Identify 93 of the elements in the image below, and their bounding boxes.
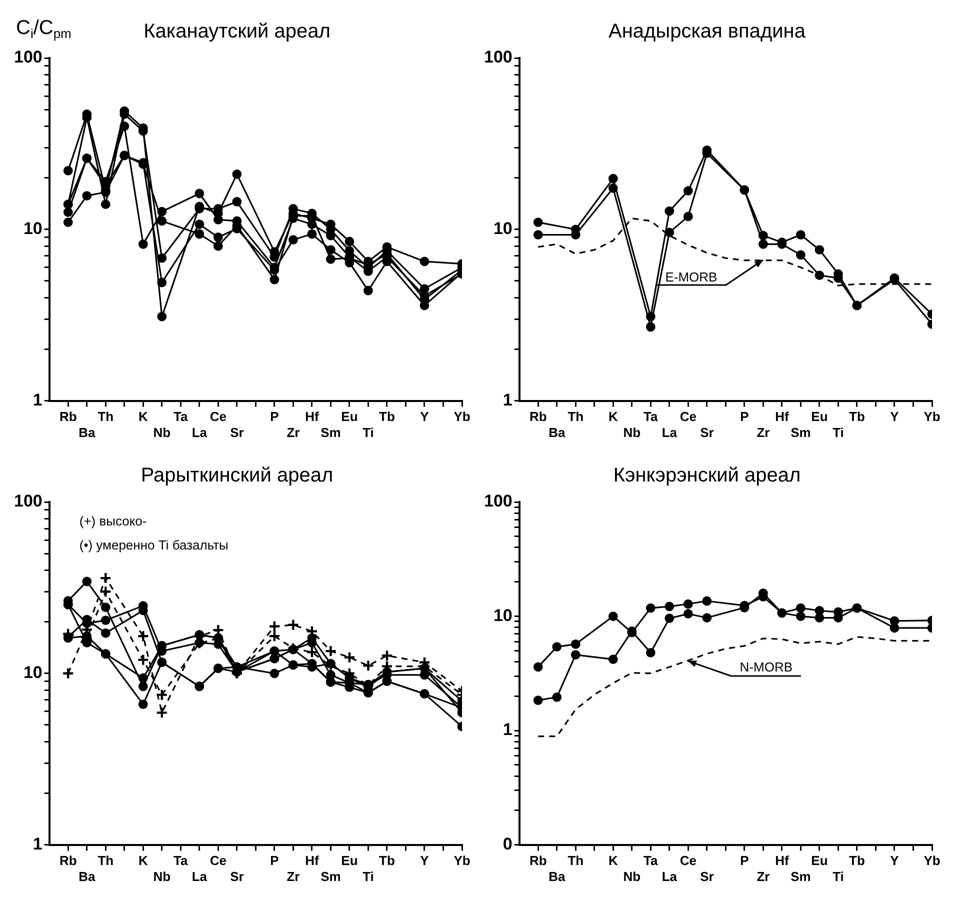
x-tick-label: Nb	[153, 868, 171, 884]
x-tick-label: Ba	[78, 868, 96, 884]
x-tick-label: Nb	[153, 424, 171, 440]
x-tick-label: Nb	[623, 424, 641, 440]
chart-title: Анадырская впадина	[608, 20, 806, 43]
x-tick-label: Zr	[286, 424, 300, 440]
x-tick-label: Ce	[210, 409, 226, 424]
x-tick-label: Y	[890, 409, 900, 424]
chart-title: Кэнкэрэнский ареал	[613, 464, 801, 487]
x-tick-label: Ti	[362, 424, 374, 440]
x-tick-label: Y	[890, 853, 900, 868]
x-tick-label: Tb	[379, 409, 395, 424]
y-tick-label: 1	[32, 390, 42, 410]
x-tick-label: Sr	[700, 868, 714, 884]
y-tick-label: 100	[484, 48, 512, 67]
y-tick-label: 10	[493, 219, 512, 238]
chart-title: Каканаутский ареал	[144, 20, 330, 43]
x-tick-label: Ta	[644, 409, 659, 424]
x-tick-label: Th	[568, 409, 584, 424]
x-tick-label: K	[608, 409, 618, 424]
y-tick-label: 0	[502, 834, 512, 854]
y-tick-label: 10	[23, 663, 42, 682]
x-tick-label: Yb	[454, 853, 470, 868]
x-tick-label: Ti	[832, 868, 844, 884]
x-tick-label: Th	[98, 853, 114, 868]
x-tick-label: Th	[98, 409, 114, 424]
x-tick-label: Eu	[811, 409, 828, 424]
y-tick-label: 1	[502, 720, 512, 740]
x-tick-label: Zr	[756, 424, 770, 440]
annotation: (•) умеренно Ti базальты	[79, 538, 228, 553]
x-tick-label: Zr	[756, 868, 770, 884]
y-tick-label: 100	[14, 48, 42, 67]
x-tick-label: Rb	[59, 853, 77, 868]
x-tick-label: Ce	[210, 853, 226, 868]
x-tick-label: Ti	[832, 424, 844, 440]
x-tick-label: La	[192, 424, 208, 440]
chart-title: Рарыткинский ареал	[140, 464, 334, 487]
x-tick-label: Hf	[305, 853, 320, 868]
x-tick-label: P	[270, 853, 280, 868]
x-tick-label: Sr	[230, 868, 244, 884]
x-tick-label: Tb	[849, 853, 865, 868]
x-tick-label: Ba	[78, 424, 96, 440]
x-tick-label: Rb	[529, 409, 547, 424]
x-tick-label: Ti	[362, 868, 374, 884]
annotation: E-MORB	[665, 269, 718, 284]
x-tick-label: Eu	[341, 853, 358, 868]
x-tick-label: Tb	[379, 853, 395, 868]
y-tick-label: 100	[14, 492, 42, 511]
x-tick-label: Sr	[230, 424, 244, 440]
x-tick-label: Ba	[548, 868, 566, 884]
x-tick-label: K	[608, 853, 618, 868]
x-tick-label: Hf	[775, 853, 790, 868]
x-tick-label: Ce	[680, 853, 696, 868]
x-tick-label: Th	[568, 853, 584, 868]
x-tick-label: La	[662, 868, 678, 884]
annotation: (+) высоко-	[79, 514, 147, 529]
x-tick-label: Sr	[700, 424, 714, 440]
x-tick-label: Sm	[320, 868, 341, 884]
x-tick-label: Ba	[548, 424, 566, 440]
y-tick-label: 10	[493, 606, 512, 625]
y-tick-label: 100	[484, 492, 512, 511]
x-tick-label: Sm	[790, 868, 811, 884]
x-tick-label: Eu	[811, 853, 828, 868]
y-tick-label: 1	[502, 390, 512, 410]
x-tick-label: La	[192, 868, 208, 884]
x-tick-label: K	[138, 409, 148, 424]
y-tick-label: 10	[23, 219, 42, 238]
annotation: N-MORB	[740, 660, 793, 675]
x-tick-label: Ce	[680, 409, 696, 424]
x-tick-label: Yb	[924, 853, 940, 868]
x-tick-label: Y	[420, 853, 430, 868]
x-tick-label: Rb	[59, 409, 77, 424]
x-tick-label: Eu	[341, 409, 358, 424]
x-tick-label: P	[740, 409, 750, 424]
x-tick-label: La	[662, 424, 678, 440]
x-tick-label: Hf	[775, 409, 790, 424]
x-tick-label: P	[270, 409, 280, 424]
x-tick-label: Hf	[305, 409, 320, 424]
y-tick-label: 1	[32, 834, 42, 854]
x-tick-label: Ta	[174, 853, 189, 868]
x-tick-label: Rb	[529, 853, 547, 868]
x-tick-label: Y	[420, 409, 430, 424]
x-tick-label: Sm	[320, 424, 341, 440]
x-tick-label: Tb	[849, 409, 865, 424]
x-tick-label: Sm	[790, 424, 811, 440]
x-tick-label: Yb	[454, 409, 470, 424]
x-tick-label: Nb	[623, 868, 641, 884]
x-tick-label: Ta	[174, 409, 189, 424]
x-tick-label: K	[138, 853, 148, 868]
x-tick-label: Zr	[286, 868, 300, 884]
x-tick-label: Yb	[924, 409, 940, 424]
x-tick-label: Ta	[644, 853, 659, 868]
x-tick-label: P	[740, 853, 750, 868]
